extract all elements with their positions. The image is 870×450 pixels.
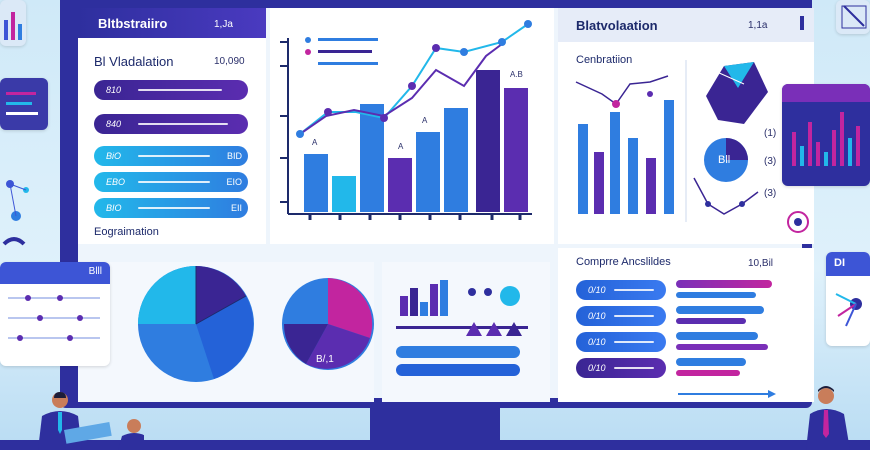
panel4-title: Comprre Ancslildes	[576, 256, 671, 268]
bar-1	[304, 154, 328, 212]
row-2[interactable]: 840	[94, 114, 248, 134]
chart-label-1: A	[312, 138, 318, 147]
legend-dot-2	[305, 49, 311, 55]
bar-8	[504, 88, 528, 212]
panel1-num: 1,Ja	[214, 19, 233, 30]
row-1[interactable]: 810	[94, 80, 248, 100]
panel-visualization-list: Bltbstraiiro 1,Ja Bl Vladalation 10,090 …	[78, 8, 266, 244]
panel-correlation: Blatvolaation 1,1a Cenbratiion	[558, 8, 814, 244]
bar-3	[360, 104, 384, 212]
legend-line-3	[318, 62, 378, 65]
panel-compare-analysis: Comprre Ancslildes 10,Bil 0/10 0/10 0/10…	[558, 248, 814, 402]
bar-line-chart	[280, 20, 532, 220]
legend-line-1	[318, 38, 378, 41]
dashboard-screen: Bltbstraiiro 1,Ja Bl Vladalation 10,090 …	[78, 8, 814, 402]
line-series-2	[299, 43, 503, 135]
person-right-illustration	[806, 386, 850, 450]
chart-label-4: A.B	[510, 70, 523, 79]
right-lower-card: DI	[826, 252, 870, 346]
donut-label: Bll	[718, 154, 731, 166]
monitor-frame: Bltbstraiiro 1,Ja Bl Vladalation 10,090 …	[60, 0, 814, 408]
left-floating-card: Blll	[0, 262, 110, 366]
compare-row-3[interactable]: 0/10	[576, 332, 666, 352]
compare-row-4[interactable]: 0/10	[576, 358, 666, 378]
mini-bars	[396, 280, 528, 376]
hex-shape	[706, 62, 768, 124]
bar-4	[388, 158, 412, 212]
right-bar-card	[782, 84, 870, 186]
pie-2	[282, 278, 374, 370]
legend-line-2	[318, 50, 372, 53]
panel3-subtitle: Cenbratiion	[576, 54, 633, 66]
panel1-title: Bltbstraiiro	[98, 16, 168, 31]
bar-5	[416, 132, 440, 212]
sunburst-icon	[835, 293, 862, 327]
row-3[interactable]: BiO BID	[94, 146, 248, 166]
legend-2: (3)	[764, 156, 777, 167]
compare-row-2[interactable]: 0/10	[576, 306, 666, 326]
legend-1: (1)	[764, 128, 777, 139]
legend-dot-1	[305, 37, 311, 43]
panel1-subnum: 10,090	[214, 56, 245, 67]
bar-2	[332, 176, 356, 212]
left-mini-chart-card	[0, 0, 26, 46]
pie-charts	[138, 266, 254, 382]
cursor-dot-icon[interactable]	[786, 210, 810, 234]
right-bar-chart	[792, 112, 860, 166]
panel3-title: Blatvolaation	[576, 18, 658, 33]
panel4-num: 10,Bil	[748, 258, 774, 269]
right-top-card	[836, 0, 870, 34]
row-4[interactable]: EBO EIO	[94, 172, 248, 192]
panel3-num: 1,1a	[748, 20, 768, 31]
pie-2-label: B/,1	[316, 354, 334, 365]
panel1-subtitle: Bl Vladalation	[94, 54, 174, 69]
legend-3: (3)	[764, 188, 777, 199]
chart-label-2: A	[398, 142, 404, 151]
bar-6	[444, 108, 468, 212]
row-5[interactable]: BIO EII	[94, 198, 248, 218]
bar-7	[476, 70, 500, 212]
panel-mini-bars	[382, 262, 550, 402]
desk	[0, 440, 870, 450]
compare-row-1[interactable]: 0/10	[576, 280, 666, 300]
panel-bar-line-chart: A A A A.B	[270, 8, 554, 244]
chart-label-3: A	[422, 116, 428, 125]
panel1-footer: Eograimation	[94, 226, 159, 238]
donut-chart	[704, 138, 748, 182]
correlation-chart	[575, 60, 768, 222]
network-icon	[2, 180, 29, 246]
arrow-icon	[678, 390, 776, 398]
left-list-card	[0, 78, 48, 130]
left-card-title: Blll	[88, 266, 102, 277]
mini-bar-icon	[4, 12, 22, 40]
panel-pie-2: B/,1	[278, 262, 382, 402]
right-card-title: DI	[834, 257, 845, 269]
people-left-illustration	[38, 392, 144, 450]
